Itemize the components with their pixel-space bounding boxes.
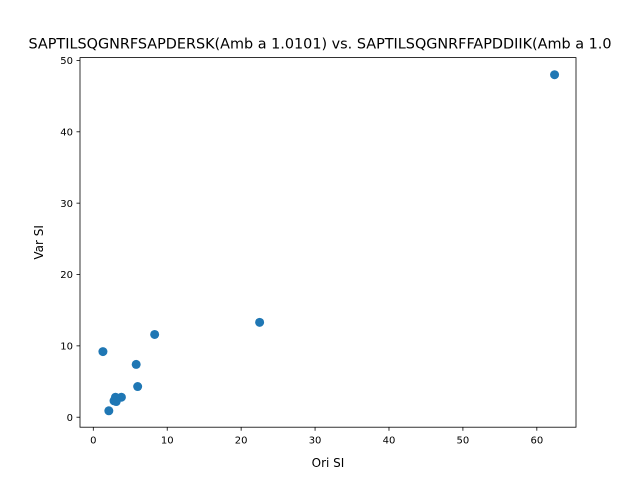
plot-area-border xyxy=(79,57,577,428)
data-point xyxy=(133,382,143,392)
y-tick-label: 10 xyxy=(60,341,73,352)
data-point xyxy=(111,397,121,407)
y-axis-label: Var SI xyxy=(32,225,46,260)
axes-frame xyxy=(79,57,577,428)
data-point xyxy=(98,347,108,357)
y-axis-ticks: 0 10 20 30 40 50 xyxy=(60,56,80,424)
data-point xyxy=(104,406,114,416)
y-tick-label: 50 xyxy=(60,56,73,67)
x-tick-label: 30 xyxy=(309,436,322,447)
y-tick-label: 20 xyxy=(60,270,73,281)
y-tick-label: 0 xyxy=(67,413,73,424)
x-tick-label: 60 xyxy=(530,436,543,447)
x-axis-label: Ori SI xyxy=(312,456,345,470)
x-axis-ticks: 0 10 20 30 40 50 60 xyxy=(90,427,543,447)
data-point xyxy=(550,70,560,80)
data-points xyxy=(98,70,560,416)
chart-title: SAPTILSQGNRFSAPDERSK(Amb a 1.0101) vs. S… xyxy=(29,37,612,53)
data-point xyxy=(150,329,160,339)
data-point xyxy=(131,359,141,369)
x-tick-label: 0 xyxy=(90,436,96,447)
data-point xyxy=(255,317,265,327)
y-tick-label: 30 xyxy=(60,199,73,210)
y-tick-label: 40 xyxy=(60,127,73,138)
x-tick-label: 20 xyxy=(235,436,248,447)
x-tick-label: 10 xyxy=(161,436,174,447)
x-tick-label: 40 xyxy=(383,436,396,447)
x-tick-label: 50 xyxy=(457,436,470,447)
